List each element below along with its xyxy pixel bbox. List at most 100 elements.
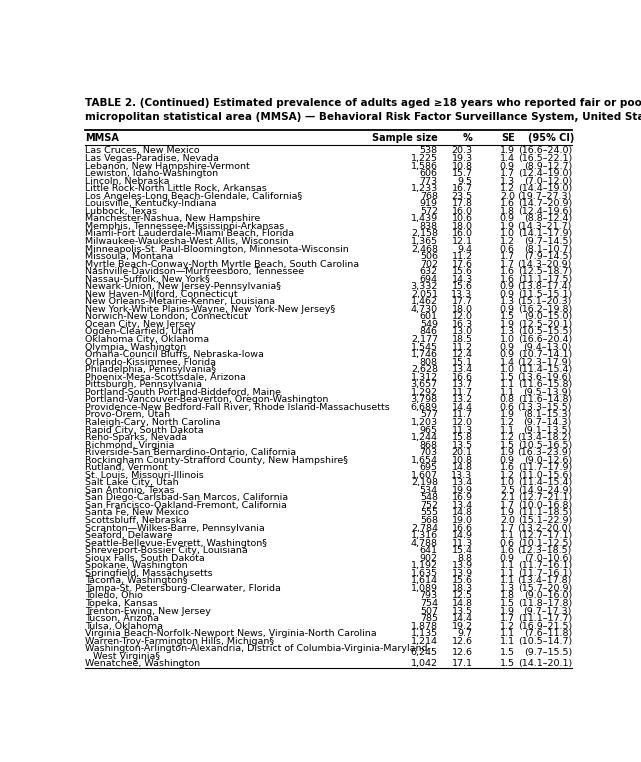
- Text: Memphis, Tennessee-Mississippi-Arkansas: Memphis, Tennessee-Mississippi-Arkansas: [85, 222, 285, 231]
- Text: 13.3: 13.3: [451, 471, 472, 480]
- Text: Olympia, Washington: Olympia, Washington: [85, 343, 187, 351]
- Text: 1.1: 1.1: [500, 425, 515, 434]
- Text: 1.0: 1.0: [500, 229, 515, 239]
- Text: 19.2: 19.2: [451, 622, 472, 631]
- Text: San Diego-Carlsbad-San Marcos, California: San Diego-Carlsbad-San Marcos, Californi…: [85, 494, 288, 502]
- Text: 785: 785: [420, 614, 438, 623]
- Text: (16.6–24.0): (16.6–24.0): [518, 146, 572, 155]
- Text: 12.4: 12.4: [451, 350, 472, 359]
- Text: 1.6: 1.6: [500, 267, 515, 276]
- Text: (9.7–14.3): (9.7–14.3): [524, 418, 572, 427]
- Text: (12.3–17.9): (12.3–17.9): [517, 357, 572, 367]
- Text: (14.4–19.0): (14.4–19.0): [518, 184, 572, 193]
- Text: 1,135: 1,135: [411, 629, 438, 639]
- Text: 1.2: 1.2: [500, 418, 515, 427]
- Text: 17.6: 17.6: [451, 260, 472, 268]
- Text: Newark-Union, New Jersey-Pennsylvania§: Newark-Union, New Jersey-Pennsylvania§: [85, 282, 281, 291]
- Text: (10.7–14.1): (10.7–14.1): [518, 350, 572, 359]
- Text: 754: 754: [420, 599, 438, 608]
- Text: 1.1: 1.1: [500, 388, 515, 397]
- Text: (11.7–16.1): (11.7–16.1): [518, 569, 572, 578]
- Text: 15.8: 15.8: [451, 433, 472, 442]
- Text: (11.4–15.4): (11.4–15.4): [518, 479, 572, 488]
- Text: 2,468: 2,468: [411, 245, 438, 254]
- Text: 1.3: 1.3: [500, 328, 515, 337]
- Text: 20.1: 20.1: [451, 448, 472, 457]
- Text: 19.0: 19.0: [451, 516, 472, 525]
- Text: 1.8: 1.8: [500, 591, 515, 600]
- Text: (9.7–17.3): (9.7–17.3): [524, 607, 572, 616]
- Text: 16.6: 16.6: [451, 373, 472, 382]
- Text: 0.6: 0.6: [500, 539, 515, 548]
- Text: (13.4–17.8): (13.4–17.8): [517, 576, 572, 585]
- Text: 808: 808: [420, 357, 438, 367]
- Text: Louisville, Kentucky-Indiana: Louisville, Kentucky-Indiana: [85, 199, 217, 208]
- Text: 15.6: 15.6: [451, 267, 472, 276]
- Text: 1,292: 1,292: [411, 388, 438, 397]
- Text: (8.8–12.4): (8.8–12.4): [524, 214, 572, 223]
- Text: Richmond, Virginia: Richmond, Virginia: [85, 440, 174, 450]
- Text: (7.9–14.5): (7.9–14.5): [524, 252, 572, 261]
- Text: 1.9: 1.9: [500, 411, 515, 419]
- Text: Lewiston, Idaho-Washington: Lewiston, Idaho-Washington: [85, 169, 218, 178]
- Text: 18.0: 18.0: [451, 222, 472, 231]
- Text: (14.1–20.1): (14.1–20.1): [518, 659, 572, 668]
- Text: %: %: [463, 133, 472, 142]
- Text: 632: 632: [420, 267, 438, 276]
- Text: 1.2: 1.2: [500, 622, 515, 631]
- Text: MMSA: MMSA: [85, 133, 119, 142]
- Text: 12.5: 12.5: [451, 591, 472, 600]
- Text: 13.9: 13.9: [451, 562, 472, 570]
- Text: 919: 919: [420, 199, 438, 208]
- Text: Rapid City, South Dakota: Rapid City, South Dakota: [85, 425, 204, 434]
- Text: (10.5–16.5): (10.5–16.5): [518, 440, 572, 450]
- Text: 1.4: 1.4: [500, 357, 515, 367]
- Text: 572: 572: [420, 207, 438, 216]
- Text: Las Cruces, New Mexico: Las Cruces, New Mexico: [85, 146, 200, 155]
- Text: (10.5–14.7): (10.5–14.7): [518, 637, 572, 645]
- Text: 13.4: 13.4: [451, 501, 472, 510]
- Text: 1.6: 1.6: [500, 463, 515, 472]
- Text: (7.6–11.8): (7.6–11.8): [524, 629, 572, 639]
- Text: 12.0: 12.0: [451, 312, 472, 322]
- Text: Tulsa, Oklahoma: Tulsa, Oklahoma: [85, 622, 163, 631]
- Text: Orlando-Kissimmee, Florida: Orlando-Kissimmee, Florida: [85, 357, 216, 367]
- Text: Lubbock, Texas: Lubbock, Texas: [85, 207, 157, 216]
- Text: TABLE 2. (Continued) Estimated prevalence of adults aged ≥18 years who reported : TABLE 2. (Continued) Estimated prevalenc…: [85, 98, 641, 108]
- Text: 1.6: 1.6: [500, 546, 515, 555]
- Text: Philadelphia, Pennsylvania§: Philadelphia, Pennsylvania§: [85, 365, 216, 374]
- Text: Tampa-St. Petersburg-Clearwater, Florida: Tampa-St. Petersburg-Clearwater, Florida: [85, 584, 281, 593]
- Text: Las Vegas-Paradise, Nevada: Las Vegas-Paradise, Nevada: [85, 154, 219, 163]
- Text: (11.6–15.8): (11.6–15.8): [518, 380, 572, 389]
- Text: (8.1–10.7): (8.1–10.7): [524, 245, 572, 254]
- Text: 606: 606: [420, 169, 438, 178]
- Text: 16.6: 16.6: [451, 523, 472, 533]
- Text: 15.4: 15.4: [451, 546, 472, 555]
- Text: (11.1–18.5): (11.1–18.5): [518, 508, 572, 517]
- Text: (9.7–15.5): (9.7–15.5): [524, 648, 572, 657]
- Text: 1.9: 1.9: [500, 320, 515, 329]
- Text: 17.1: 17.1: [451, 659, 472, 668]
- Text: 695: 695: [420, 463, 438, 472]
- Text: 1,607: 1,607: [411, 471, 438, 480]
- Text: 1,214: 1,214: [411, 637, 438, 645]
- Text: 14.4: 14.4: [451, 403, 472, 412]
- Text: 1,614: 1,614: [411, 576, 438, 585]
- Text: (15.1–22.9): (15.1–22.9): [518, 516, 572, 525]
- Text: Minneapolis-St. Paul-Bloomington, Minnesota-Wisconsin: Minneapolis-St. Paul-Bloomington, Minnes…: [85, 245, 349, 254]
- Text: 6,245: 6,245: [411, 648, 438, 657]
- Text: 768: 768: [420, 192, 438, 200]
- Text: Ocean City, New Jersey: Ocean City, New Jersey: [85, 320, 196, 329]
- Text: Phoenix-Mesa-Scottsdale, Arizona: Phoenix-Mesa-Scottsdale, Arizona: [85, 373, 246, 382]
- Text: 6,689: 6,689: [411, 403, 438, 412]
- Text: 1.5: 1.5: [500, 659, 515, 668]
- Text: 846: 846: [420, 328, 438, 337]
- Text: (13.6–19.6): (13.6–19.6): [517, 373, 572, 382]
- Text: (14.9–24.9): (14.9–24.9): [518, 486, 572, 495]
- Text: 11.3: 11.3: [451, 425, 472, 434]
- Text: (10.1–12.5): (10.1–12.5): [518, 539, 572, 548]
- Text: (9.5–13.9): (9.5–13.9): [524, 388, 572, 397]
- Text: 534: 534: [420, 486, 438, 495]
- Text: 9.4: 9.4: [458, 245, 472, 254]
- Text: 577: 577: [420, 411, 438, 419]
